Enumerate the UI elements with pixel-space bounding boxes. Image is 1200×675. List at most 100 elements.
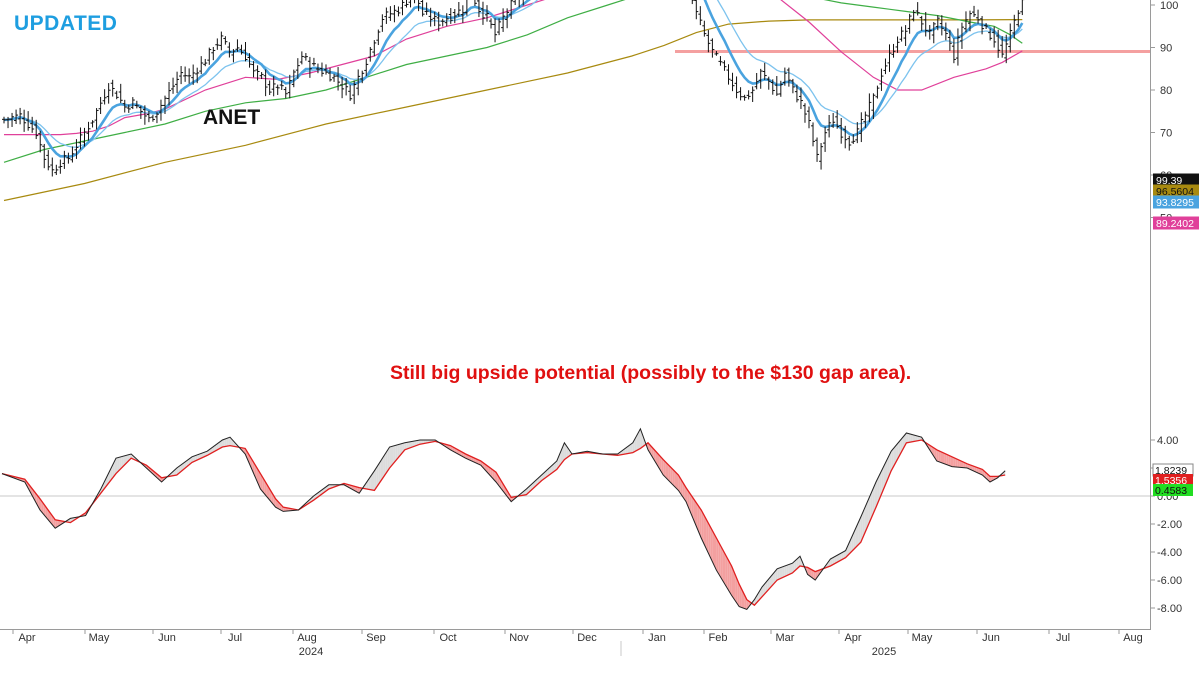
oscillator-fill-segment [119,456,122,470]
price-bar [138,105,143,119]
price-bar [175,71,180,94]
oscillator-fill-segment [931,446,933,456]
oscillator-fill-segment [114,458,116,477]
price-bar [790,78,795,94]
price-bar [485,5,489,22]
price-bar [798,87,803,109]
oscillator-fill-segment [839,552,842,561]
oscillator-fill-segment [418,440,420,445]
price-bar [505,8,510,29]
price-bar [328,67,333,82]
oscillator-tick-label: -4.00 [1157,547,1182,559]
oscillator-fill-segment [705,517,707,551]
oscillator-fill-segment [841,551,844,560]
price-bar [513,0,516,6]
price-bar [74,139,79,159]
price-bar [319,62,324,77]
price-last-value-text: 96.5604 [1156,186,1194,198]
price-bar [730,72,735,92]
oscillator-fill-segment [701,510,704,543]
month-label: Apr [18,632,35,644]
price-bar [794,84,799,103]
price-bar [895,36,900,53]
price-bar [935,15,940,31]
price-bar [726,64,731,85]
price-bar [1008,23,1013,53]
price-bar [183,66,188,82]
price-bar [291,69,296,88]
oscillator-fill-segment [629,444,631,454]
price-bar [396,6,401,17]
oscillator-fill-segment [1003,470,1006,476]
oscillator-fill-segment [767,577,770,591]
price-bar [811,122,816,147]
price-bar [698,6,703,26]
price-bar [207,47,212,65]
oscillator-fill-segment [228,437,230,446]
price-bar [943,22,948,41]
oscillator-fill-segment [222,439,225,447]
price-bar [243,41,248,62]
price-bar [474,0,477,6]
price-bar [992,26,997,48]
price-bar [283,86,288,99]
oscillator-fill-segment [733,570,736,601]
oscillator-fill-segment [858,517,861,545]
price-bar [875,85,880,99]
price-bar [275,84,280,95]
oscillator-fill-segment [714,534,717,571]
oscillator-fill-segment [490,468,493,478]
oscillator-fill-segment [408,441,411,449]
oscillator-fill-segment [953,457,956,467]
oscillator-fill-segment [948,455,951,466]
price-bar [324,64,328,75]
oscillator-fill-segment [672,469,675,487]
oscillator-fill-segment [910,434,913,443]
price-bar [522,0,524,6]
oscillator-fill-segment [832,556,835,565]
oscillator-fill-segment [355,486,358,493]
price-bar [750,86,755,102]
oscillator-fill-segment [868,495,871,525]
axis-layer: 1401301201101009080706050 4.002.000.00-2… [0,0,1199,658]
price-bar [976,9,981,24]
oscillator-fill-segment [976,467,979,474]
oscillator-fill-segment [974,466,977,473]
oscillator-fill-segment [915,435,918,442]
price-bar [927,25,932,40]
price-bar [460,5,465,24]
price-bar [34,119,39,140]
price-bar [30,116,35,133]
price-bar [307,56,312,78]
oscillator-fill-segment [866,499,869,530]
price-bar [126,104,131,113]
price-bar [154,112,159,124]
price-bar [718,56,723,66]
price-bar [706,30,711,53]
price-bar [235,39,240,52]
oscillator-fill-segment [370,473,373,491]
oscillator-fill-segment [691,496,694,520]
price-bar [163,95,167,114]
oscillator-fill-segment [258,470,261,489]
oscillator-fill-segment [786,564,789,576]
price-bar [118,83,123,104]
price-bar [14,109,19,125]
price-bar [356,69,361,96]
oscillator-fill-segment [674,471,677,489]
price-bar [734,76,739,99]
oscillator-fill-segment [834,555,837,564]
price-bar [376,29,381,46]
price-bar [348,84,353,101]
price-bar [480,1,485,25]
oscillator-fill-segment [864,503,867,534]
price-bar [694,0,699,20]
oscillator-fill-segment [178,465,181,474]
oscillator-fill-segment [218,441,221,450]
oscillator-fill-segment [368,476,371,490]
ema-slow-line [4,0,1023,148]
oscillator-fill-segment [955,458,958,468]
month-label: Dec [577,632,597,644]
oscillator-fill-segment [378,461,381,485]
oscillator-fill-segment [216,442,219,451]
